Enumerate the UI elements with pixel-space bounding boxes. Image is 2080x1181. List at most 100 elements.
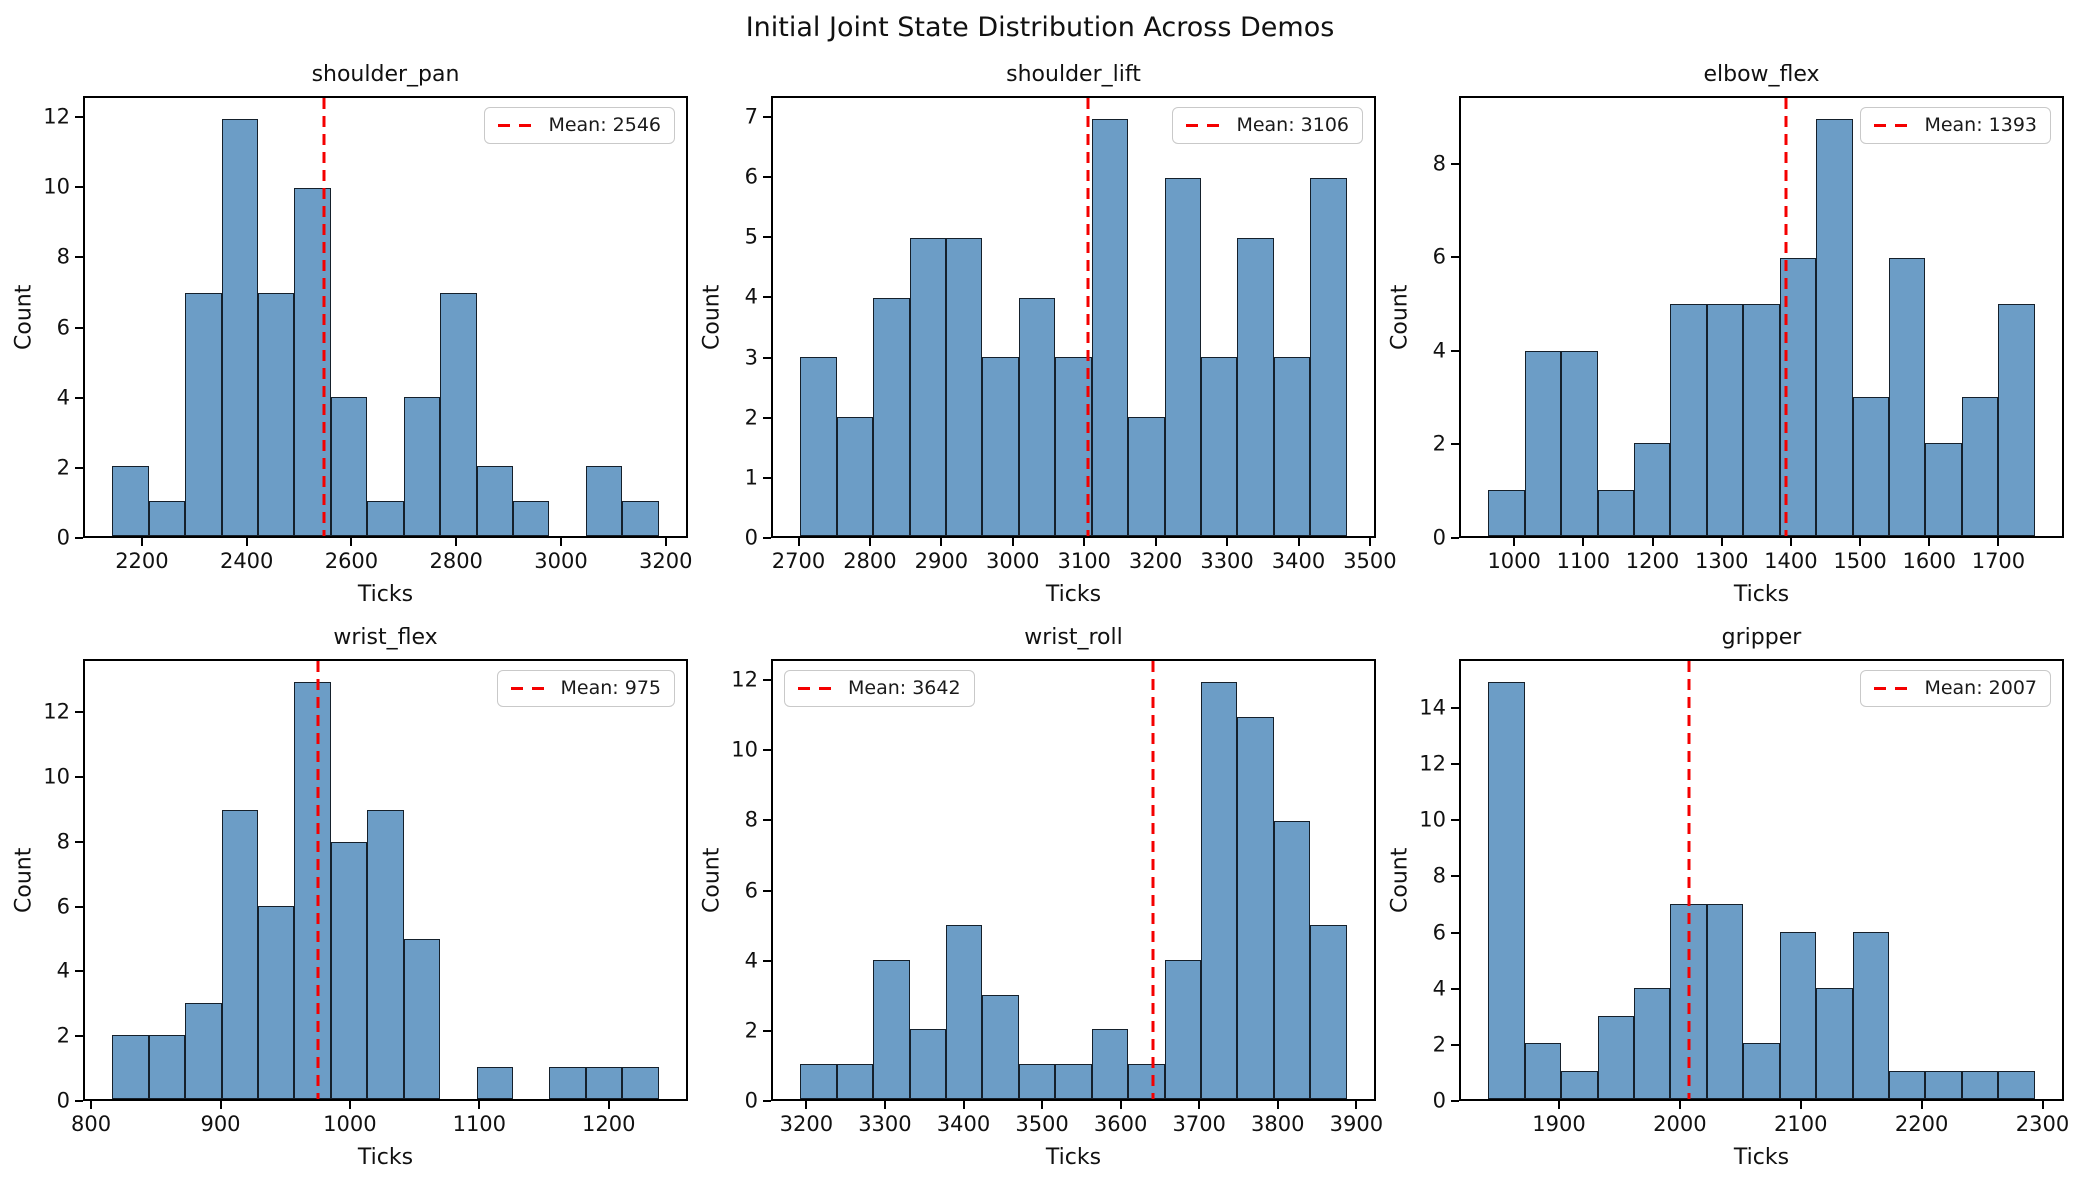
subplot-wrist-roll: wrist_roll Count Ticks 3200 3300 3400 3500 3600…	[700, 625, 1384, 1170]
x-tick-mark	[2041, 1101, 2044, 1109]
x-tick-label: 2100	[1774, 1112, 1828, 1136]
histogram-bar	[1961, 1071, 1999, 1099]
y-tick-label: 4	[56, 958, 70, 983]
histogram-bar	[294, 188, 331, 536]
x-tick-label: 3900	[1329, 1112, 1384, 1136]
x-tick-label: 1300	[1694, 549, 1749, 573]
legend: Mean: 3106	[1172, 107, 1363, 144]
y-tick-label: 4	[744, 284, 758, 309]
histogram-bar	[1128, 1064, 1165, 1099]
y-tick-label: 6	[744, 878, 758, 903]
x-tick-label: 1500	[1833, 549, 1887, 573]
y-tick-label: 10	[43, 764, 70, 789]
histogram-bar	[367, 810, 404, 1099]
y-tick-mark	[1451, 875, 1459, 878]
histogram-bar	[1128, 416, 1165, 536]
x-tick-mark	[1582, 538, 1585, 546]
y-tick-label: 12	[43, 104, 70, 129]
x-axis-label: Ticks	[1733, 1145, 1790, 1170]
subplot-elbow-flex: elbow_flex Count Ticks 1000 1100 1200 1300 1400…	[1388, 62, 2064, 607]
x-tick-mark	[1859, 538, 1862, 546]
y-tick-label: 10	[1419, 807, 1446, 832]
y-tick-mark	[75, 840, 83, 843]
histogram-bar	[622, 1066, 659, 1099]
x-tick-label: 1100	[452, 1112, 507, 1136]
x-tick-label: 900	[200, 1112, 241, 1136]
legend-label: Mean: 3106	[1236, 114, 1349, 136]
histogram-bar	[1888, 1071, 1926, 1099]
x-tick-label: 3200	[1128, 549, 1183, 573]
x-tick-label: 3800	[1251, 1112, 1305, 1136]
x-tick-mark	[1789, 538, 1792, 546]
histogram-bar	[1743, 1043, 1780, 1099]
histogram-bar	[946, 238, 983, 536]
x-tick-mark	[140, 538, 143, 546]
histogram-bar	[330, 396, 368, 536]
x-tick-label: 1000	[323, 1112, 377, 1136]
x-tick-label: 3100	[1057, 549, 1111, 573]
y-axis-label: Count	[1387, 847, 1413, 913]
y-tick-mark	[1451, 537, 1459, 539]
y-tick-mark	[75, 256, 83, 259]
histogram-bar	[1888, 257, 1926, 536]
x-tick-mark	[1011, 538, 1014, 546]
axes-title: wrist_roll	[1024, 625, 1123, 650]
y-tick-label: 2	[744, 1018, 758, 1043]
x-tick-label: 2200	[1894, 1112, 1949, 1136]
histogram-bar	[1273, 357, 1311, 536]
y-tick-mark	[75, 776, 83, 779]
mean-line-dash-icon	[498, 123, 532, 128]
y-tick-label: 0	[56, 1088, 70, 1113]
y-tick-label: 6	[56, 315, 70, 340]
y-tick-mark	[75, 186, 83, 189]
histogram-bar	[946, 925, 983, 1099]
histogram-bar	[1237, 716, 1274, 1099]
y-tick-mark	[763, 1100, 771, 1102]
x-tick-mark	[455, 538, 458, 546]
histogram-bar	[1852, 932, 1889, 1099]
y-tick-mark	[75, 711, 83, 714]
histogram-bar	[1091, 1029, 1129, 1099]
x-tick-mark	[1928, 538, 1931, 546]
legend-label: Mean: 975	[560, 677, 661, 699]
histogram-bar	[221, 810, 258, 1099]
y-tick-mark	[763, 537, 771, 539]
histogram-bar	[440, 292, 477, 536]
y-tick-label: 6	[1432, 920, 1446, 945]
legend-label: Mean: 1393	[1924, 114, 2037, 136]
y-tick-mark	[1451, 987, 1459, 990]
histogram-bar	[585, 1066, 623, 1099]
plot-area: Mean: 3106	[771, 96, 1376, 538]
x-tick-label: 800	[71, 1112, 112, 1136]
y-tick-mark	[763, 236, 771, 239]
x-axis-label: Ticks	[357, 1145, 414, 1170]
y-tick-mark	[75, 537, 83, 539]
x-tick-label: 1400	[1764, 549, 1818, 573]
y-tick-mark	[763, 356, 771, 359]
y-tick-label: 10	[731, 737, 758, 762]
y-tick-label: 5	[744, 224, 758, 249]
y-tick-label: 4	[1432, 976, 1446, 1001]
histogram-bar	[1561, 1071, 1598, 1099]
y-tick-mark	[1451, 256, 1459, 259]
plot-area: Mean: 1393	[1459, 96, 2064, 538]
x-tick-mark	[1920, 1101, 1923, 1109]
histogram-bar	[1310, 178, 1347, 536]
x-tick-label: 1700	[1971, 549, 2026, 573]
legend-label: Mean: 3642	[848, 677, 961, 699]
histogram-bar	[476, 466, 513, 536]
histogram-bar	[258, 292, 295, 536]
y-tick-label: 6	[1432, 244, 1446, 269]
x-tick-label: 3400	[936, 1112, 991, 1136]
y-tick-label: 12	[1419, 751, 1446, 776]
y-tick-label: 4	[56, 385, 70, 410]
y-tick-mark	[75, 326, 83, 329]
y-axis-label: Count	[1387, 284, 1413, 350]
y-tick-mark	[763, 176, 771, 179]
histogram-bar	[476, 1066, 513, 1099]
histogram-bar	[367, 501, 404, 536]
y-tick-mark	[1451, 763, 1459, 766]
x-tick-label: 2700	[771, 549, 826, 573]
histogram-bar	[1816, 118, 1853, 536]
